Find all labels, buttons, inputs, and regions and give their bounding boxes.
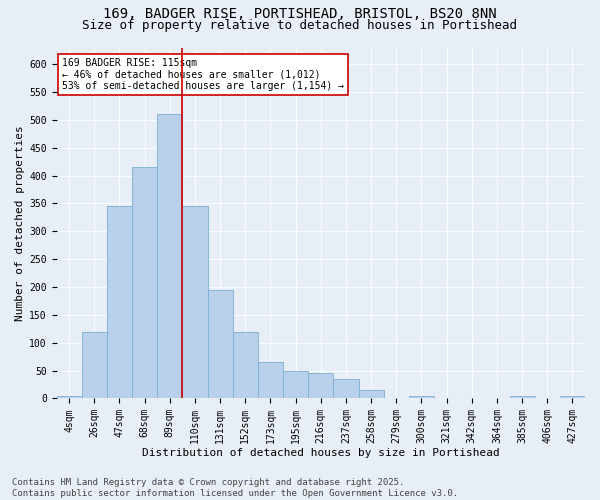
Bar (233, 332, 258, 398)
Bar (82, 332, 107, 398)
Bar (208, 290, 233, 399)
Text: 169, BADGER RISE, PORTISHEAD, BRISTOL, BS20 8NN: 169, BADGER RISE, PORTISHEAD, BRISTOL, B… (103, 8, 497, 22)
Bar (509, 396, 535, 398)
Bar (107, 206, 132, 398)
Text: Contains HM Land Registry data © Crown copyright and database right 2025.
Contai: Contains HM Land Registry data © Crown c… (12, 478, 458, 498)
Bar (560, 396, 585, 398)
Bar (283, 370, 308, 398)
Bar (56, 396, 82, 398)
Bar (157, 114, 182, 399)
Bar (182, 206, 208, 398)
Bar (334, 379, 359, 398)
Bar (359, 390, 383, 398)
Y-axis label: Number of detached properties: Number of detached properties (15, 125, 25, 321)
Bar (258, 362, 283, 399)
Text: Size of property relative to detached houses in Portishead: Size of property relative to detached ho… (83, 18, 517, 32)
Text: 169 BADGER RISE: 115sqm
← 46% of detached houses are smaller (1,012)
53% of semi: 169 BADGER RISE: 115sqm ← 46% of detache… (62, 58, 344, 91)
Bar (132, 167, 157, 398)
X-axis label: Distribution of detached houses by size in Portishead: Distribution of detached houses by size … (142, 448, 500, 458)
Bar (409, 396, 434, 398)
Bar (308, 374, 334, 398)
